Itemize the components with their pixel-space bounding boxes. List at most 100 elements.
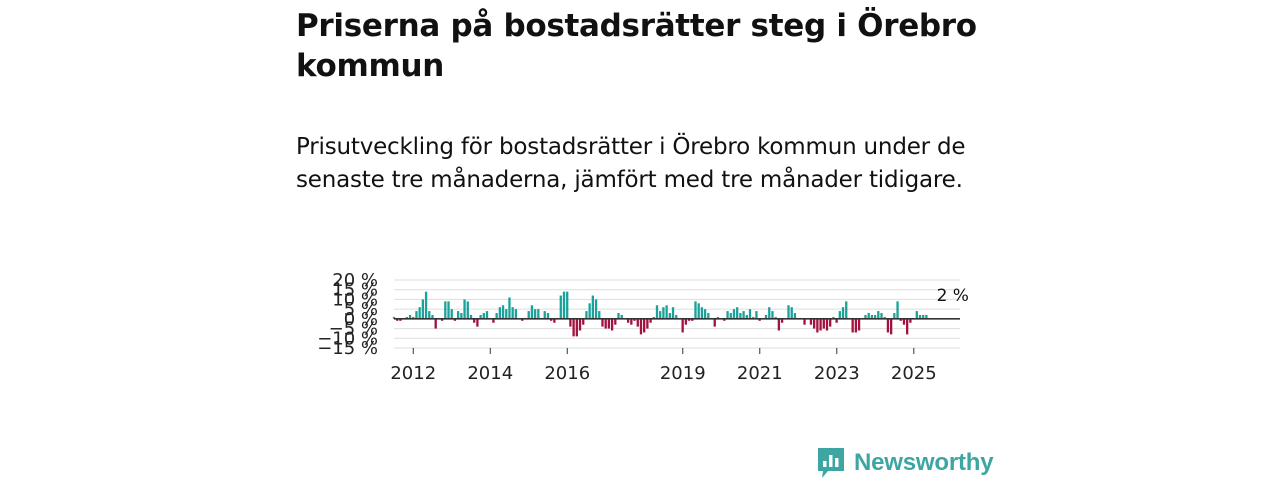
bar	[598, 311, 601, 319]
bar	[880, 313, 883, 319]
bar	[713, 318, 716, 327]
bar	[511, 307, 514, 319]
bar	[723, 318, 726, 321]
bar	[527, 311, 530, 319]
bar	[582, 318, 585, 325]
bar	[463, 299, 466, 319]
x-tick-label: 2023	[814, 363, 860, 384]
bar	[594, 299, 598, 319]
bar	[569, 318, 572, 327]
bar	[444, 301, 447, 319]
bar	[473, 318, 476, 323]
bar	[614, 318, 617, 325]
bar	[700, 307, 704, 319]
bar	[748, 309, 752, 319]
bar	[655, 305, 659, 319]
bar	[787, 305, 790, 319]
bar	[537, 309, 540, 319]
bar	[854, 318, 858, 333]
bar	[835, 318, 838, 323]
y-tick-label: 20 %	[332, 270, 378, 291]
bar	[575, 318, 578, 337]
bar-layer	[392, 291, 928, 337]
bar	[450, 309, 453, 319]
bar	[780, 318, 784, 323]
bar	[514, 309, 518, 319]
bar	[822, 318, 825, 329]
bar	[543, 311, 546, 319]
bar	[729, 313, 732, 319]
bar	[889, 318, 893, 335]
bar	[707, 313, 710, 319]
bar	[408, 314, 412, 319]
y-tick-label: 15 %	[332, 280, 378, 301]
bar	[447, 301, 450, 319]
bar	[566, 291, 569, 319]
bar	[857, 318, 861, 331]
bar	[482, 313, 485, 319]
price-change-chart: −15 %−10 %−5 %0 %5 %10 %15 %20 % 2012 201…	[317, 270, 969, 384]
y-tick-label: 10 %	[332, 289, 378, 310]
bar	[736, 307, 739, 319]
bar	[739, 313, 742, 319]
bar	[813, 318, 816, 329]
bar	[485, 311, 489, 319]
bar	[662, 307, 665, 319]
bar	[533, 309, 537, 319]
bar	[691, 318, 694, 321]
bar	[610, 318, 614, 331]
bar	[809, 318, 813, 325]
newsworthy-logo-icon	[818, 448, 844, 478]
brand-name: Newsworthy	[854, 449, 994, 476]
x-tick-labels: 2012 2014 2016 2019 2021 2023 2025	[390, 348, 937, 384]
bar	[687, 318, 691, 321]
bar	[498, 307, 501, 319]
bar	[915, 311, 918, 319]
bar	[424, 291, 428, 319]
y-tick-label: −10 %	[317, 328, 378, 349]
bar	[431, 314, 434, 319]
bar	[421, 299, 425, 319]
chart-subtitle: Prisutveckling för bostadsrätter i Örebr…	[296, 134, 966, 193]
bar	[909, 318, 912, 323]
x-tick-label: 2025	[891, 363, 937, 384]
bar	[495, 313, 498, 319]
last-value-annotation: 2 %	[937, 286, 969, 306]
bar	[652, 316, 655, 319]
bar	[440, 318, 444, 321]
bar	[412, 316, 415, 319]
bar	[825, 318, 829, 331]
bar	[639, 318, 643, 335]
y-tick-label: 0 %	[344, 309, 378, 330]
bar	[643, 318, 646, 333]
bar	[620, 314, 623, 319]
y-tick-label: −15 %	[317, 338, 378, 359]
bar	[768, 307, 771, 319]
bar	[501, 305, 505, 319]
bar	[453, 318, 457, 321]
bar	[405, 316, 408, 319]
x-tick-label: 2014	[467, 363, 513, 384]
bar	[508, 297, 511, 319]
bar	[604, 318, 607, 329]
newsworthy-logo: Newsworthy	[816, 446, 994, 480]
bar	[694, 301, 697, 319]
bar	[434, 318, 437, 329]
bar	[466, 301, 469, 319]
bar	[530, 305, 534, 319]
bar	[755, 311, 758, 319]
bar	[479, 314, 482, 319]
bar	[601, 318, 604, 327]
bar	[630, 318, 633, 325]
bar	[697, 303, 700, 319]
bar	[396, 318, 399, 321]
bar	[585, 311, 588, 319]
bar	[918, 314, 922, 319]
bar	[550, 318, 553, 321]
bar	[777, 318, 781, 331]
bar	[646, 318, 649, 329]
bar	[492, 318, 495, 323]
x-tick-label: 2016	[544, 363, 590, 384]
bar	[607, 318, 611, 329]
x-tick-label: 2019	[660, 363, 706, 384]
